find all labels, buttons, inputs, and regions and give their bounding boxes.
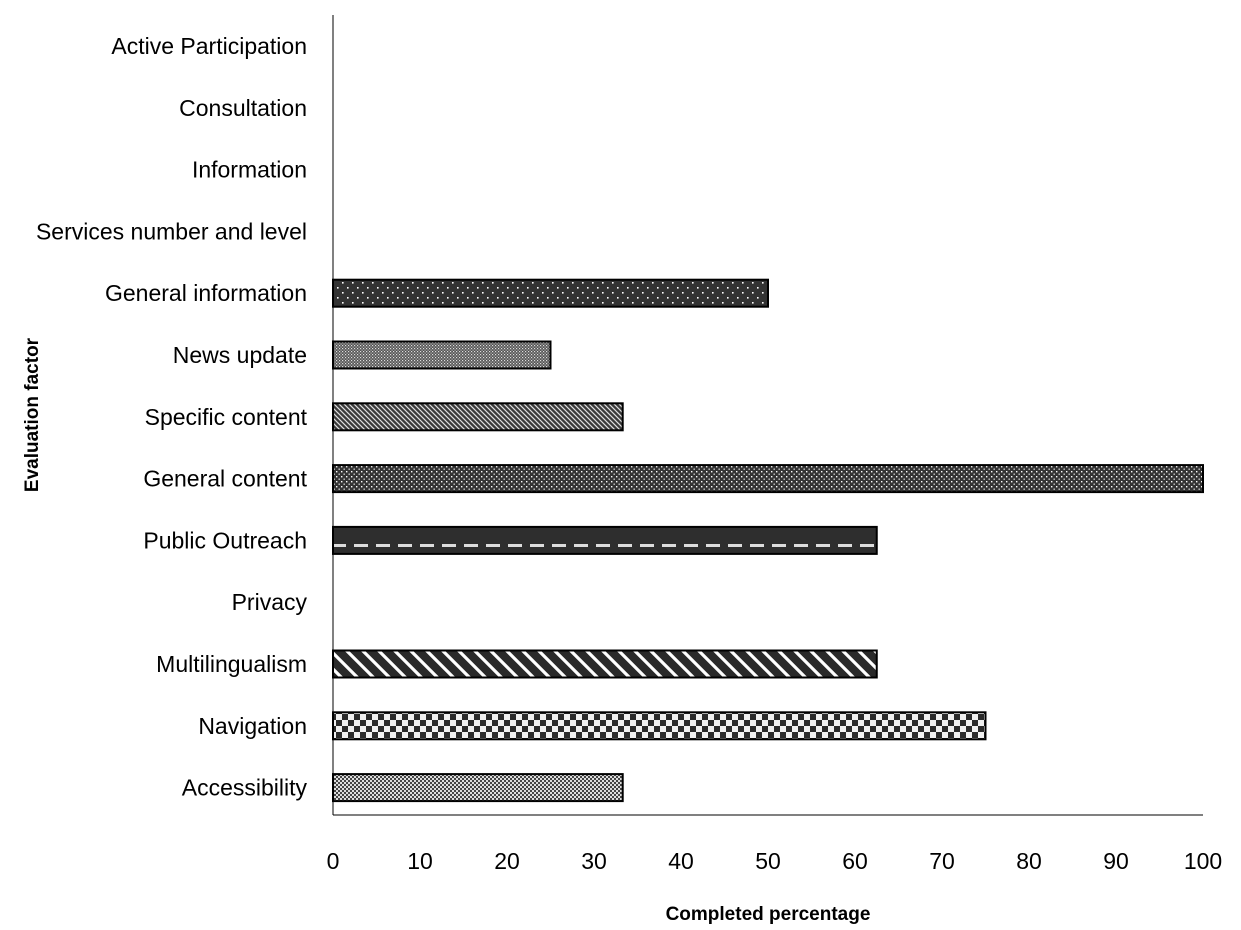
bar — [332, 525, 878, 555]
x-tick-label: 80 — [1016, 848, 1042, 874]
bar — [332, 402, 624, 432]
category-label: General content — [143, 466, 307, 492]
x-tick-label: 30 — [581, 848, 607, 874]
bar — [332, 773, 624, 803]
category-label: News update — [173, 342, 307, 368]
x-tick-label: 90 — [1103, 848, 1129, 874]
bar — [332, 278, 769, 308]
category-label: Public Outreach — [143, 527, 307, 553]
bar — [332, 711, 987, 741]
category-label: Services number and level — [36, 218, 307, 244]
category-label: Navigation — [198, 713, 307, 739]
category-label: Privacy — [232, 589, 308, 615]
x-tick-label: 40 — [668, 848, 694, 874]
category-label: Multilingualism — [156, 651, 307, 677]
category-label: Consultation — [179, 95, 307, 121]
x-tick-label: 100 — [1184, 848, 1222, 874]
category-labels: Active Participation Consultation Informat… — [36, 33, 308, 801]
x-tick-label: 50 — [755, 848, 781, 874]
y-axis-title: Evaluation factor — [22, 337, 43, 492]
x-tick-label: 10 — [407, 848, 433, 874]
category-label: Specific content — [145, 404, 308, 430]
x-tick-label: 60 — [842, 848, 868, 874]
bar — [332, 340, 552, 370]
x-tick-label: 0 — [327, 848, 340, 874]
x-tick-label: 20 — [494, 848, 520, 874]
category-label: Accessibility — [182, 775, 308, 801]
category-label: Active Participation — [111, 33, 307, 59]
bars-group — [332, 278, 1204, 803]
x-tick-labels: 0 10 20 30 40 50 60 70 80 90 100 — [327, 848, 1223, 874]
category-label: General information — [105, 280, 307, 306]
bar — [332, 464, 1204, 494]
x-tick-label: 70 — [929, 848, 955, 874]
bar — [332, 649, 878, 679]
category-label: Information — [192, 157, 307, 183]
x-axis-title: Completed percentage — [666, 904, 871, 925]
